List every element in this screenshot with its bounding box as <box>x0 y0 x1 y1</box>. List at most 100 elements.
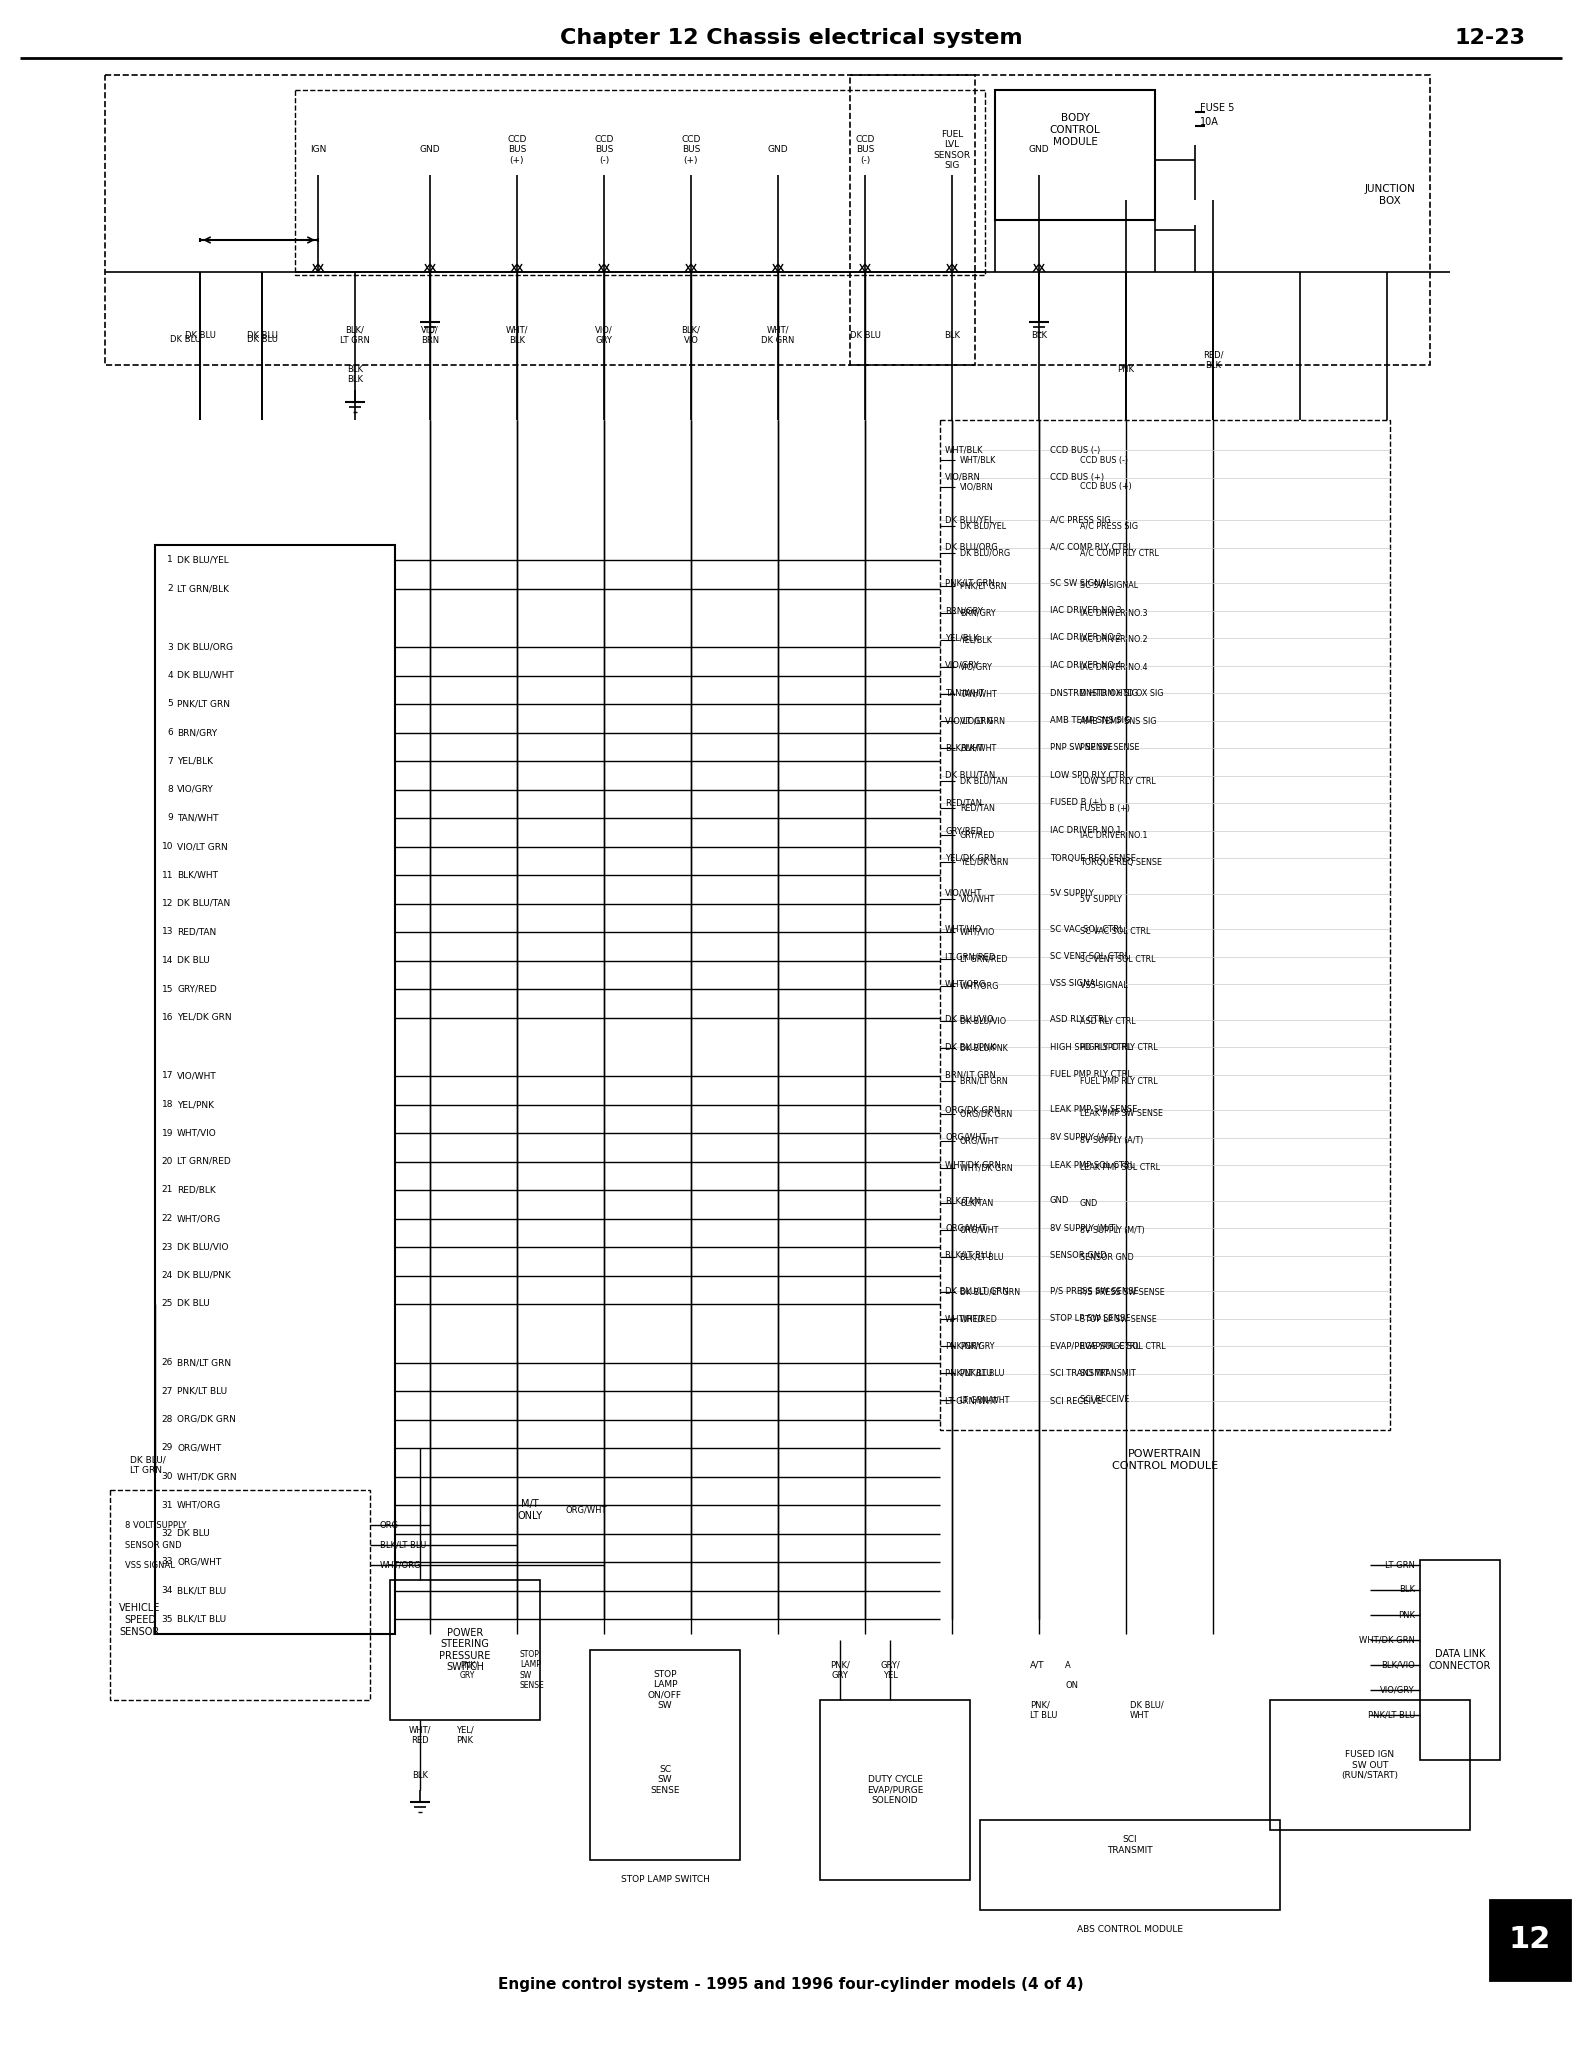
Text: SC VAC SOL CTRL: SC VAC SOL CTRL <box>1050 924 1123 934</box>
Text: LEAK PMP SOL CTRL: LEAK PMP SOL CTRL <box>1050 1161 1134 1169</box>
Text: DK BLU/ORG: DK BLU/ORG <box>944 543 998 553</box>
Text: GRY/
YEL: GRY/ YEL <box>880 1661 900 1679</box>
Text: 25: 25 <box>161 1300 172 1309</box>
Text: DK BLU/LT GRN: DK BLU/LT GRN <box>944 1286 1009 1296</box>
Text: PNK/GRY: PNK/GRY <box>960 1341 995 1350</box>
Text: SC VENT SOL CTRL: SC VENT SOL CTRL <box>1050 952 1130 961</box>
Text: WHT/RED: WHT/RED <box>960 1315 998 1323</box>
Text: SENSOR GND: SENSOR GND <box>1081 1253 1134 1262</box>
Text: VIO/WHT: VIO/WHT <box>944 889 982 897</box>
Text: WHT/DK GRN: WHT/DK GRN <box>944 1161 1001 1169</box>
Text: 34: 34 <box>161 1585 172 1595</box>
Text: FUEL
LVL
SENSOR
SIG: FUEL LVL SENSOR SIG <box>933 129 971 170</box>
Text: LOW SPD RLY CTRL: LOW SPD RLY CTRL <box>1081 776 1156 786</box>
Text: A/C PRESS SIG: A/C PRESS SIG <box>1081 522 1137 530</box>
Text: BLK/
VIO: BLK/ VIO <box>682 326 701 344</box>
Text: PNP SW SENSE: PNP SW SENSE <box>1050 743 1112 752</box>
Text: 19: 19 <box>161 1128 172 1137</box>
Text: VSS SIGNAL: VSS SIGNAL <box>1081 981 1128 991</box>
Text: Chapter 12 Chassis electrical system: Chapter 12 Chassis electrical system <box>560 29 1022 47</box>
Text: VIO/
GRY: VIO/ GRY <box>595 326 612 344</box>
Bar <box>1421 1561 1500 1759</box>
Text: FUEL PMP RLY CTRL: FUEL PMP RLY CTRL <box>1081 1077 1158 1085</box>
Text: PNK/LT GRN: PNK/LT GRN <box>960 582 1006 590</box>
Text: BLK: BLK <box>346 375 362 385</box>
Text: PNK: PNK <box>1398 1610 1414 1620</box>
Text: DATA LINK
CONNECTOR: DATA LINK CONNECTOR <box>1429 1649 1492 1671</box>
Text: P/S PRESS SW SENSE: P/S PRESS SW SENSE <box>1081 1288 1164 1296</box>
Text: 15: 15 <box>161 985 172 993</box>
Text: SCI RECEIVE: SCI RECEIVE <box>1050 1397 1103 1405</box>
Text: 5: 5 <box>168 700 172 709</box>
Text: 32: 32 <box>161 1530 172 1538</box>
Text: 5V SUPPLY: 5V SUPPLY <box>1050 889 1093 897</box>
Text: BRN/GRY: BRN/GRY <box>944 606 982 614</box>
Text: ORG/WHT: ORG/WHT <box>177 1444 221 1452</box>
Text: VIO/LT GRN: VIO/LT GRN <box>944 717 992 725</box>
Text: WHT/DK GRN: WHT/DK GRN <box>960 1163 1012 1174</box>
Text: WHT/ORG: WHT/ORG <box>177 1501 221 1509</box>
Text: TAN/WHT: TAN/WHT <box>944 688 984 698</box>
Bar <box>819 1700 970 1880</box>
Text: DK BLU/PNK: DK BLU/PNK <box>177 1272 231 1280</box>
Text: DK BLU: DK BLU <box>169 336 201 344</box>
Text: M/T
ONLY: M/T ONLY <box>517 1499 543 1522</box>
Text: BRN/GRY: BRN/GRY <box>960 608 995 618</box>
Bar <box>1490 1901 1569 1980</box>
Text: GRY/RED: GRY/RED <box>944 825 982 836</box>
Text: CCD BUS (+): CCD BUS (+) <box>1050 473 1104 481</box>
Text: 5V SUPPLY: 5V SUPPLY <box>1081 895 1122 903</box>
Text: TORQUE REQ SENSE: TORQUE REQ SENSE <box>1050 854 1136 862</box>
Text: LEAK PMP SW SENSE: LEAK PMP SW SENSE <box>1050 1106 1137 1114</box>
Text: 9: 9 <box>168 813 172 823</box>
Text: TORQUE REQ SENSE: TORQUE REQ SENSE <box>1081 858 1163 866</box>
Text: 28: 28 <box>161 1415 172 1423</box>
Text: DK BLU/TAN: DK BLU/TAN <box>177 899 231 907</box>
Text: IGN: IGN <box>310 145 326 154</box>
Text: CCD
BUS
(+): CCD BUS (+) <box>508 135 527 166</box>
Text: GRY/RED: GRY/RED <box>177 985 217 993</box>
Text: BLK/LT BLU: BLK/LT BLU <box>960 1253 1003 1262</box>
Text: FUSED B (+): FUSED B (+) <box>1050 799 1103 807</box>
Text: BODY
CONTROL
MODULE: BODY CONTROL MODULE <box>1049 113 1101 147</box>
Text: JUNCTION
BOX: JUNCTION BOX <box>1365 184 1416 205</box>
Text: 13: 13 <box>161 928 172 936</box>
Text: DK BLU: DK BLU <box>247 336 277 344</box>
Text: IAC DRIVER NO.2: IAC DRIVER NO.2 <box>1050 633 1122 643</box>
Text: 8 VOLT SUPPLY: 8 VOLT SUPPLY <box>125 1520 187 1530</box>
Text: ORG/WHT: ORG/WHT <box>960 1225 1000 1235</box>
Bar <box>995 90 1155 219</box>
Text: IAC DRIVER NO.1: IAC DRIVER NO.1 <box>1081 831 1147 840</box>
Text: BRN/LT GRN: BRN/LT GRN <box>944 1069 997 1079</box>
Text: 23: 23 <box>161 1243 172 1251</box>
Text: 12-23: 12-23 <box>1454 29 1525 47</box>
Text: 12: 12 <box>1509 1925 1552 1954</box>
Text: VIO/GRY: VIO/GRY <box>1381 1686 1414 1694</box>
Text: WHT/DK GRN: WHT/DK GRN <box>177 1473 237 1481</box>
Text: VIO/WHT: VIO/WHT <box>177 1071 217 1081</box>
Text: 27: 27 <box>161 1386 172 1395</box>
Text: HIGH SPD RLY CTRL: HIGH SPD RLY CTRL <box>1081 1044 1158 1053</box>
Text: 30: 30 <box>161 1473 172 1481</box>
Text: BLK/LT BLU: BLK/LT BLU <box>380 1540 426 1550</box>
Text: LT GRN/WHT: LT GRN/WHT <box>960 1395 1009 1405</box>
Text: VIO/GRY: VIO/GRY <box>944 662 979 670</box>
Text: VIO/BRN: VIO/BRN <box>960 483 993 492</box>
Text: 17: 17 <box>161 1071 172 1081</box>
Text: 16: 16 <box>161 1014 172 1022</box>
Text: ORG: ORG <box>380 1520 399 1530</box>
Text: A/C COMP RLY CTRL: A/C COMP RLY CTRL <box>1050 543 1133 553</box>
Text: 1: 1 <box>168 555 172 565</box>
Text: STOP LAMP SWITCH: STOP LAMP SWITCH <box>620 1876 709 1884</box>
Text: AMB TEMP SNS SIG: AMB TEMP SNS SIG <box>1081 717 1156 725</box>
Text: IAC DRIVER NO.1: IAC DRIVER NO.1 <box>1050 825 1122 836</box>
Text: WHT/VIO: WHT/VIO <box>944 924 982 934</box>
Text: SC VENT SOL CTRL: SC VENT SOL CTRL <box>1081 954 1155 963</box>
Text: GRY/RED: GRY/RED <box>960 831 995 840</box>
Bar <box>111 1491 370 1700</box>
Text: WHT/VIO: WHT/VIO <box>960 928 995 936</box>
Text: 8V SUPPLY (M/T): 8V SUPPLY (M/T) <box>1081 1225 1145 1235</box>
Text: FUSED B (+): FUSED B (+) <box>1081 803 1130 813</box>
Text: 8V SUPPLY (A/T): 8V SUPPLY (A/T) <box>1081 1137 1144 1145</box>
Text: PNK/
GRY: PNK/ GRY <box>460 1661 478 1679</box>
